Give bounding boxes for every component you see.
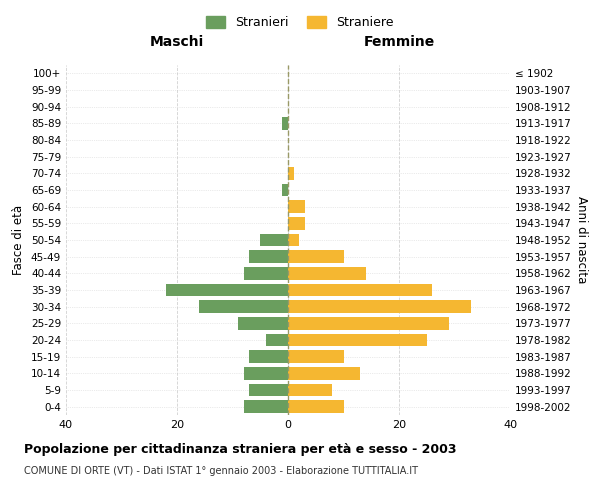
Bar xyxy=(260,234,288,246)
Text: Maschi: Maschi xyxy=(150,35,204,49)
Bar xyxy=(166,284,288,296)
Bar xyxy=(288,234,299,246)
Bar xyxy=(244,400,288,413)
Text: Femmine: Femmine xyxy=(364,35,434,49)
Bar xyxy=(288,334,427,346)
Bar xyxy=(288,200,305,213)
Bar xyxy=(288,384,332,396)
Bar xyxy=(283,117,288,130)
Bar xyxy=(288,317,449,330)
Bar xyxy=(283,184,288,196)
Bar xyxy=(244,267,288,280)
Bar xyxy=(288,217,305,230)
Bar xyxy=(244,367,288,380)
Bar xyxy=(288,267,366,280)
Bar xyxy=(288,167,293,179)
Bar xyxy=(266,334,288,346)
Bar xyxy=(288,300,471,313)
Y-axis label: Anni di nascita: Anni di nascita xyxy=(575,196,588,284)
Bar xyxy=(288,400,343,413)
Legend: Stranieri, Straniere: Stranieri, Straniere xyxy=(202,11,398,34)
Bar xyxy=(288,350,343,363)
Bar xyxy=(288,367,360,380)
Text: Popolazione per cittadinanza straniera per età e sesso - 2003: Popolazione per cittadinanza straniera p… xyxy=(24,442,457,456)
Bar xyxy=(199,300,288,313)
Text: COMUNE DI ORTE (VT) - Dati ISTAT 1° gennaio 2003 - Elaborazione TUTTITALIA.IT: COMUNE DI ORTE (VT) - Dati ISTAT 1° genn… xyxy=(24,466,418,476)
Bar xyxy=(249,350,288,363)
Bar xyxy=(288,284,432,296)
Bar xyxy=(249,250,288,263)
Bar xyxy=(249,384,288,396)
Bar xyxy=(288,250,343,263)
Bar xyxy=(238,317,288,330)
Y-axis label: Fasce di età: Fasce di età xyxy=(13,205,25,275)
